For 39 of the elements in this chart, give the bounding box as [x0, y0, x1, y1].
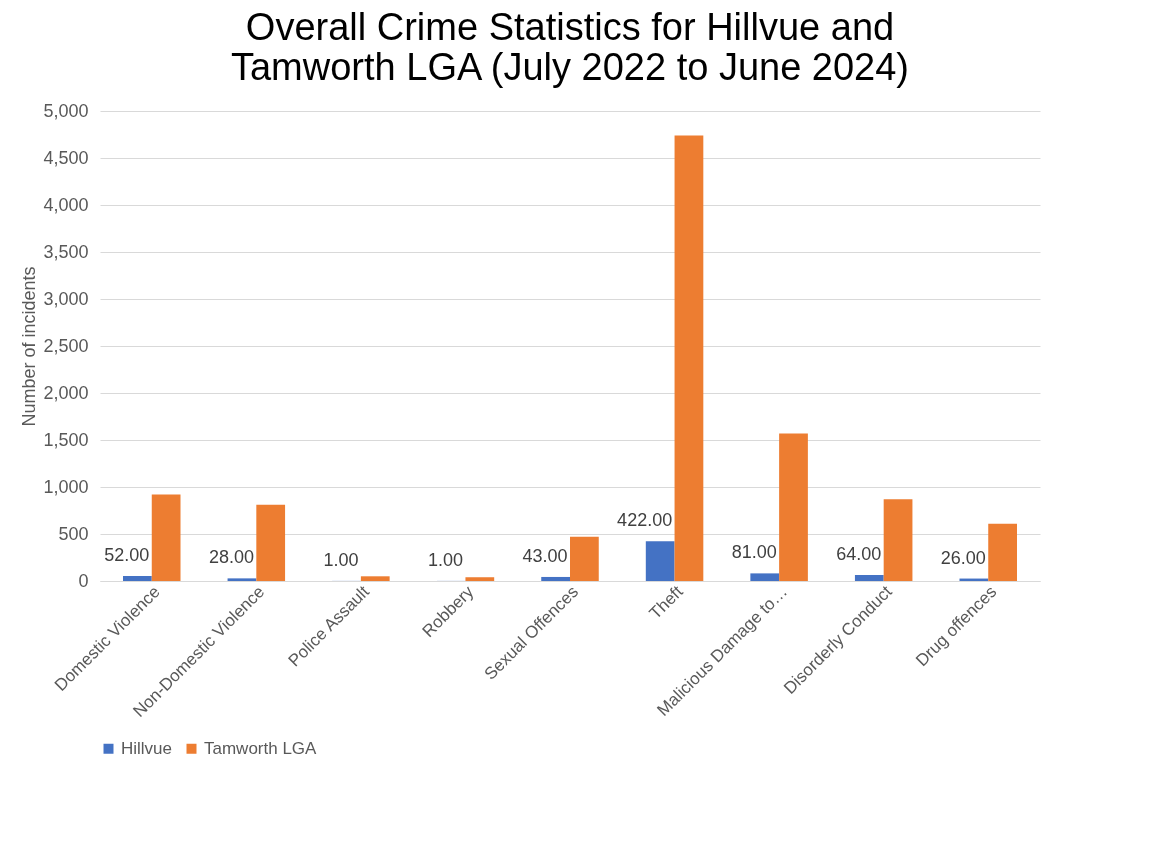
bar	[674, 135, 704, 581]
y-tick-label: 3,000	[43, 288, 89, 309]
y-tick-label: 4,000	[43, 194, 89, 215]
bar	[854, 574, 884, 581]
bar	[570, 536, 599, 581]
bar	[227, 578, 257, 581]
y-tick-label: 500	[58, 523, 89, 544]
y-tick-label: 2,500	[43, 335, 89, 356]
y-tick-label: 0	[78, 570, 89, 591]
y-tick-label: 3,500	[43, 241, 89, 262]
bar	[779, 433, 808, 581]
data-label: 52.00	[104, 545, 150, 566]
data-label: 43.00	[522, 545, 568, 566]
chart-title: Overall Crime Statistics for Hillvue and Tamworth LGA (July 2022 to June 2024)	[230, 6, 910, 88]
y-tick-label: 5,000	[43, 100, 89, 121]
bar	[883, 499, 913, 581]
legend-label: Tamworth LGA	[204, 738, 318, 758]
legend-label: Hillvue	[121, 738, 173, 758]
y-tick-label: 4,500	[43, 147, 89, 168]
bar	[465, 577, 495, 581]
data-label: 28.00	[208, 547, 254, 568]
y-tick-label: 1,000	[43, 476, 89, 497]
data-label: 64.00	[836, 543, 882, 564]
bar	[123, 576, 152, 581]
data-label: 26.00	[940, 547, 986, 568]
bar	[988, 523, 1017, 581]
bar	[360, 576, 390, 581]
y-tick-label: 1,500	[43, 429, 89, 450]
data-label: 81.00	[731, 542, 777, 563]
bar	[151, 494, 181, 581]
y-axis-title: Number of incidents	[19, 266, 40, 427]
bar	[645, 541, 675, 581]
data-label: 422.00	[617, 510, 673, 531]
data-label: 1.00	[428, 549, 464, 570]
bar	[750, 573, 780, 581]
bar	[541, 576, 570, 581]
bar	[256, 504, 286, 581]
y-tick-label: 2,000	[43, 382, 89, 403]
data-label: 1.00	[323, 549, 359, 570]
